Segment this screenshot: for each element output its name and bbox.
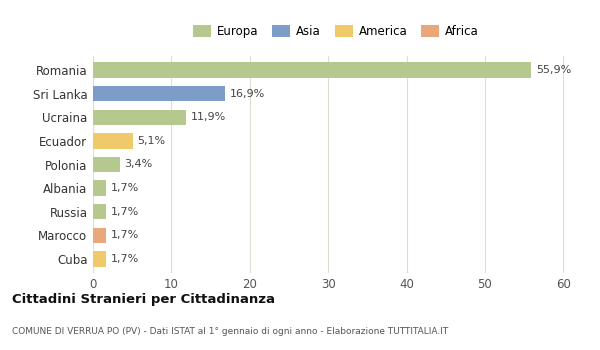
Text: COMUNE DI VERRUA PO (PV) - Dati ISTAT al 1° gennaio di ogni anno - Elaborazione : COMUNE DI VERRUA PO (PV) - Dati ISTAT al… xyxy=(12,327,448,336)
Text: 11,9%: 11,9% xyxy=(191,112,226,122)
Text: 1,7%: 1,7% xyxy=(111,206,139,217)
Bar xyxy=(93,86,226,101)
Bar xyxy=(93,204,106,219)
Bar xyxy=(93,180,106,196)
Text: Cittadini Stranieri per Cittadinanza: Cittadini Stranieri per Cittadinanza xyxy=(12,293,275,306)
Bar xyxy=(93,228,106,243)
Text: 1,7%: 1,7% xyxy=(111,230,139,240)
Text: 16,9%: 16,9% xyxy=(230,89,265,99)
Legend: Europa, Asia, America, Africa: Europa, Asia, America, Africa xyxy=(190,21,482,41)
Text: 1,7%: 1,7% xyxy=(111,183,139,193)
Text: 5,1%: 5,1% xyxy=(137,136,166,146)
Text: 3,4%: 3,4% xyxy=(124,160,152,169)
Bar xyxy=(93,133,133,149)
Bar xyxy=(93,251,106,266)
Bar xyxy=(93,110,186,125)
Text: 1,7%: 1,7% xyxy=(111,254,139,264)
Bar xyxy=(93,63,531,78)
Text: 55,9%: 55,9% xyxy=(536,65,571,75)
Bar xyxy=(93,157,119,172)
